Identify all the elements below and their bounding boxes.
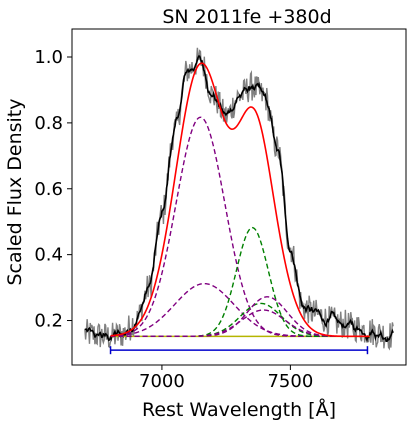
observed-spectrum-raw: [84, 47, 394, 351]
y-tick-label: 0.6: [34, 179, 63, 200]
y-tick-label: 0.8: [34, 113, 63, 134]
x-tick-label: 7500: [267, 371, 313, 392]
plot-area: 7000 7500 0.2 0.4 0.6 0.8 1.0: [34, 28, 407, 392]
observed-spectrum-smoothed: [84, 55, 394, 343]
chart-title: SN 2011fe +380d: [162, 6, 331, 28]
y-axis-label: Scaled Flux Density: [4, 99, 26, 286]
x-tick-label: 7000: [139, 371, 185, 392]
y-tick-label: 0.2: [34, 311, 63, 332]
total-fit-curve: [110, 62, 370, 338]
x-axis-label: Rest Wavelength [Å]: [142, 398, 336, 421]
y-tick-label: 1.0: [34, 47, 63, 68]
tick-layer: 7000 7500 0.2 0.4 0.6 0.8 1.0: [34, 47, 313, 392]
plot-frame: [71, 28, 407, 366]
y-tick-label: 0.4: [34, 245, 63, 266]
series-layer: [84, 47, 394, 355]
component-curve-4: [110, 302, 370, 338]
